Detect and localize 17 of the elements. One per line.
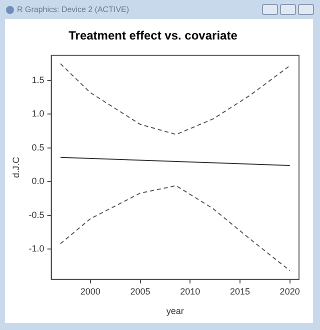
chart-title: Treatment effect vs. covariate — [68, 28, 238, 43]
line-series — [60, 185, 290, 272]
y-tick-label: 1.5 — [32, 75, 44, 86]
x-tick-label: 2010 — [180, 286, 200, 296]
y-tick-label: 0.5 — [32, 142, 44, 152]
y-axis-title: d.J.C — [10, 156, 21, 178]
y-tick-label: -1.0 — [28, 244, 44, 254]
x-tick-label: 2015 — [230, 286, 250, 296]
y-tick-label: 0.0 — [32, 176, 44, 186]
text: R Graphics: Device 2 (ACTIVE) — [17, 5, 130, 14]
x-tick-label: 2000 — [80, 286, 100, 296]
x-tick-label: 2020 — [280, 286, 300, 296]
y-tick-label: -0.5 — [28, 210, 44, 220]
line-series — [60, 63, 290, 135]
x-axis-title: year — [166, 306, 184, 316]
x-tick-label: 2005 — [130, 286, 150, 296]
y-tick-label: 1.0 — [32, 108, 44, 119]
